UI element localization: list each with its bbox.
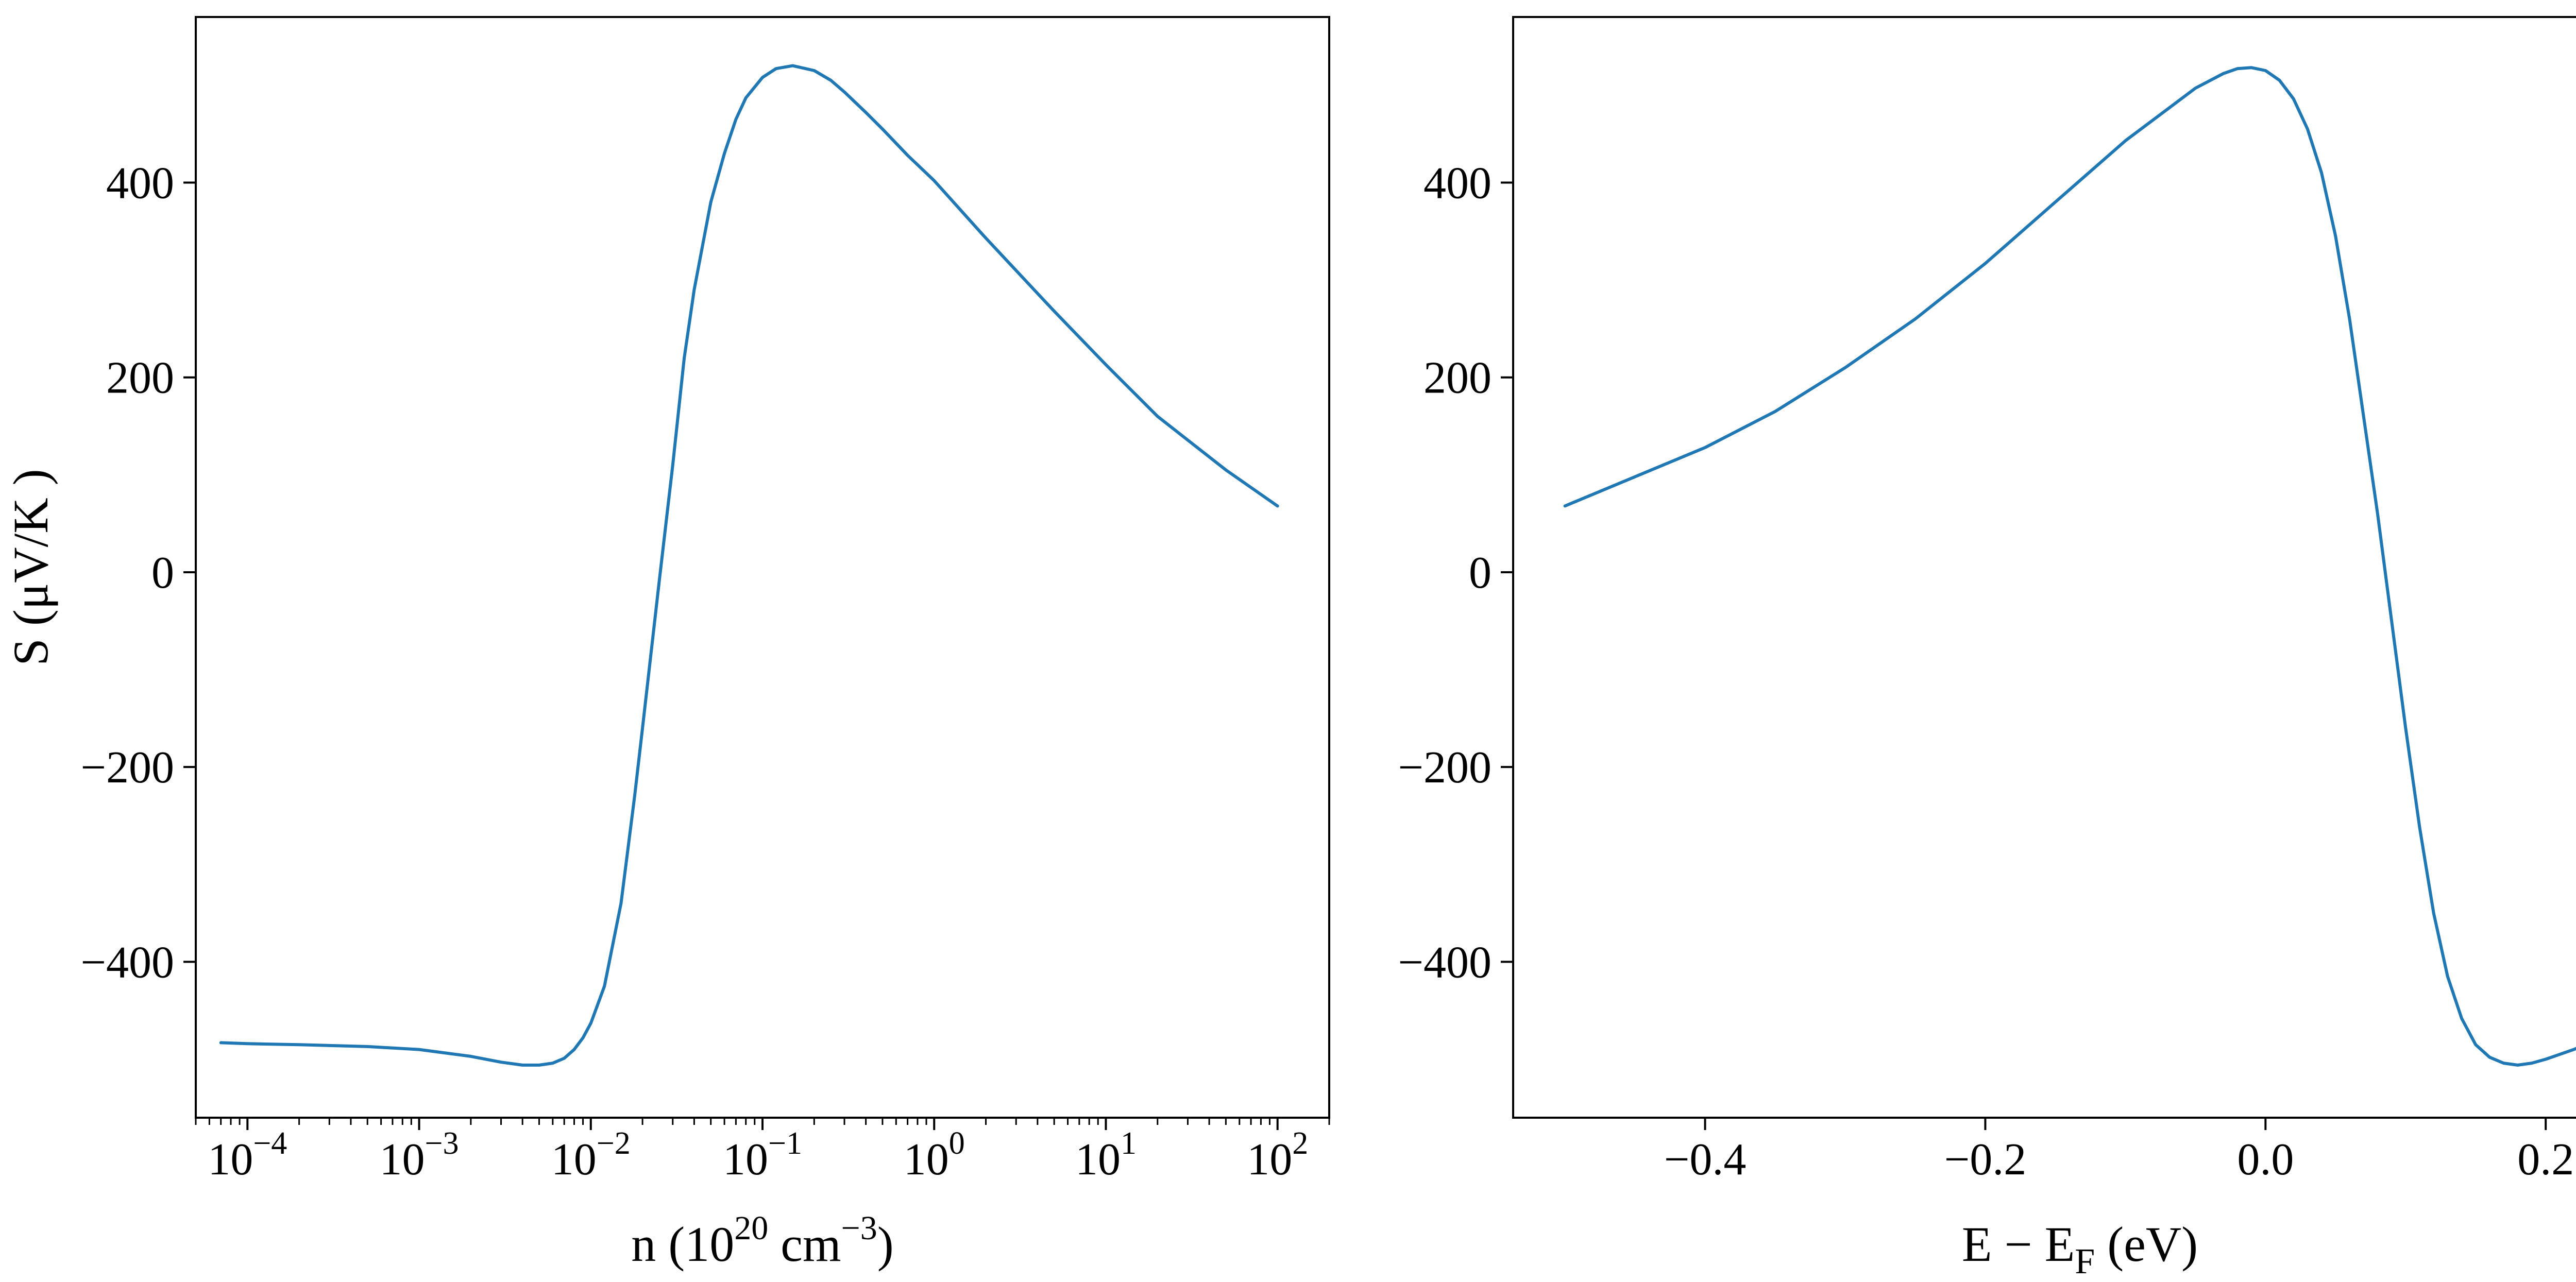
x-tick-label: 101 <box>1075 1126 1137 1185</box>
y-axis-label: S (μV/K ) <box>3 469 58 665</box>
x-tick-label: 100 <box>904 1126 965 1185</box>
y-tick-label: 200 <box>1423 353 1492 403</box>
x-tick-label: 10−1 <box>723 1126 802 1185</box>
x-tick-label: 10−4 <box>208 1126 287 1185</box>
series-line-0-0 <box>219 64 1279 1067</box>
y-tick-label: 0 <box>1469 548 1492 598</box>
x-tick-label: −0.2 <box>1944 1135 2027 1185</box>
x-axis-label: E − EF (eV) <box>1962 1217 2198 1281</box>
y-tick-label: −200 <box>1398 743 1492 793</box>
y-tick-label: −400 <box>1398 937 1492 987</box>
plot-frame <box>1512 16 2576 1119</box>
x-tick-label: 0.2 <box>2517 1135 2574 1185</box>
y-tick-label: 400 <box>106 158 174 208</box>
x-tick-label: 10−3 <box>380 1126 459 1185</box>
y-tick-label: 400 <box>1423 158 1492 208</box>
y-tick-label: 200 <box>106 353 174 403</box>
x-tick-label: 102 <box>1247 1126 1308 1185</box>
x-tick-label: 0.0 <box>2237 1135 2294 1185</box>
y-tick-label: −400 <box>80 937 174 987</box>
series-line-1-0 <box>1563 66 2576 1067</box>
x-tick-label: 10−2 <box>551 1126 631 1185</box>
plot-frame <box>195 16 1330 1119</box>
x-axis-label: n (1020 cm−3) <box>631 1209 893 1272</box>
y-tick-label: 0 <box>151 548 174 598</box>
right-panel-seebeck-vs-energy: −0.4 −0.2 0.0 0.2 −400 −200 0 200 400 E − EF (eV) <box>1398 16 2576 1281</box>
x-tick-label: −0.4 <box>1664 1135 1747 1185</box>
y-tick-label: −200 <box>80 743 174 793</box>
left-panel-seebeck-vs-carrier-concentration: 10−4 10−3 10−2 10−1 100 101 102 −400 −200 0 200 400… <box>3 16 1330 1272</box>
